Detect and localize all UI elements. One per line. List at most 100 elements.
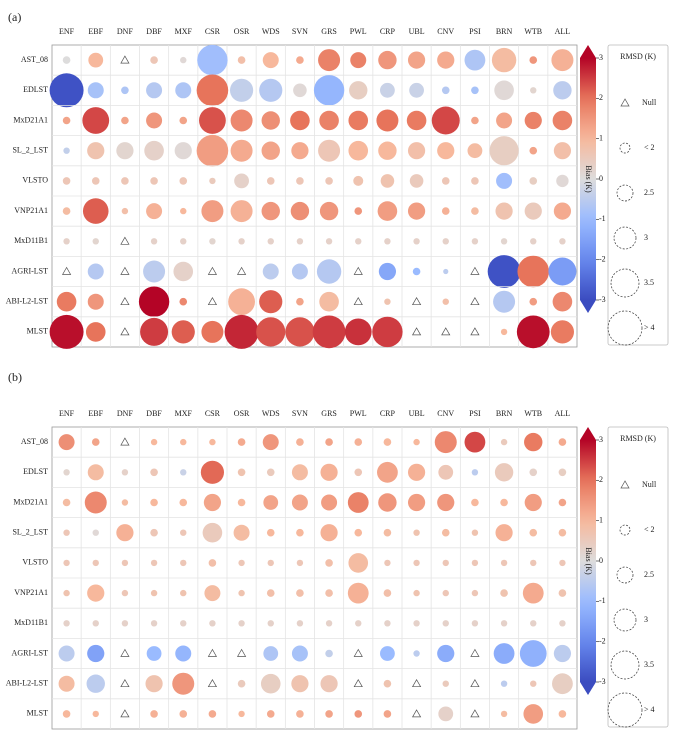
bubble: [378, 50, 397, 70]
bubble: [175, 82, 192, 99]
bubble: [204, 585, 221, 602]
bubble: [121, 116, 129, 125]
bubble: [493, 290, 516, 313]
legend-label: 3: [644, 615, 648, 624]
bubble: [550, 320, 575, 344]
bubble: [87, 82, 104, 99]
bubble: [267, 238, 274, 245]
legend-bubble: [613, 608, 637, 632]
bubble: [180, 238, 187, 245]
bubble: [380, 82, 395, 98]
colorbar-tick-label: 3: [599, 53, 603, 62]
bubble: [347, 492, 369, 513]
bubble: [92, 710, 99, 718]
bubble: [91, 177, 100, 185]
column-label: BRN: [496, 409, 513, 418]
column-label: GRS: [321, 27, 337, 36]
null-marker: [120, 709, 130, 718]
bubble: [380, 646, 395, 661]
legend-bubble: [613, 226, 637, 250]
bubble: [321, 494, 338, 511]
bubble: [559, 620, 566, 627]
bubble: [179, 297, 188, 306]
bubble: [146, 112, 163, 129]
bubble: [434, 431, 457, 454]
bubble: [262, 263, 279, 280]
bubble: [407, 51, 426, 69]
legend-title: RMSD (K): [620, 52, 656, 61]
bubble: [413, 650, 420, 657]
column-label: SVN: [292, 409, 308, 418]
column-label: MXF: [175, 409, 193, 418]
bubble: [291, 464, 308, 481]
column-label: WDS: [262, 409, 280, 418]
bubble: [437, 493, 455, 512]
colorbar-label: Bias (K): [584, 547, 593, 575]
null-marker: [207, 648, 218, 657]
bubble: [262, 52, 279, 69]
bubble: [63, 620, 70, 627]
bubble: [180, 620, 187, 627]
bubble: [493, 643, 515, 664]
bubble: [121, 177, 129, 185]
bubble: [62, 498, 71, 507]
bubble: [516, 315, 550, 349]
bubble: [495, 524, 513, 542]
bubble: [378, 141, 397, 160]
bubble: [355, 620, 362, 627]
bubble: [91, 438, 100, 446]
column-label: CRP: [380, 409, 396, 418]
bubble: [496, 112, 513, 129]
bubble: [471, 116, 479, 125]
bubble: [495, 202, 513, 220]
legend-null-marker: [620, 98, 630, 107]
bubble: [551, 49, 574, 72]
bubble: [259, 78, 283, 102]
bubble: [291, 263, 308, 280]
bubble: [407, 202, 426, 220]
bubble: [237, 679, 246, 688]
bubble: [179, 116, 188, 125]
legend-frame: [607, 426, 669, 728]
bubble: [471, 498, 479, 507]
bubble: [383, 438, 392, 446]
bubble: [376, 109, 399, 132]
null-marker: [120, 296, 130, 306]
bubble: [471, 589, 479, 597]
bubble: [312, 315, 346, 349]
bubble: [348, 140, 369, 161]
legend-bubble: [619, 142, 631, 154]
bubble: [529, 297, 538, 306]
bubble: [384, 298, 391, 305]
legend-bubble: [610, 650, 640, 680]
bubble: [291, 142, 309, 160]
bubble: [500, 438, 508, 446]
bubble: [266, 177, 275, 185]
bubble: [180, 559, 187, 567]
colorbar-tick-label: -1: [599, 596, 606, 605]
legend-label: 3.5: [644, 278, 654, 287]
null-marker: [120, 327, 130, 336]
null-marker: [441, 327, 451, 336]
column-label: ENF: [59, 409, 75, 418]
bubble: [256, 317, 286, 347]
bubble: [471, 620, 479, 627]
row-label: MxD21A1: [13, 115, 48, 124]
bubble: [349, 81, 368, 100]
null-marker: [120, 648, 130, 657]
null-marker: [470, 266, 480, 275]
legend-bubble: [616, 184, 634, 202]
bubble: [173, 261, 194, 282]
null-marker: [411, 296, 422, 306]
colorbar-arrow: [580, 300, 596, 313]
null-marker: [353, 296, 363, 306]
bubble: [409, 82, 424, 98]
bubble: [556, 174, 569, 188]
row-label: AST_08: [21, 55, 48, 64]
colorbar-arrow: [580, 427, 596, 440]
bubble: [354, 468, 363, 477]
bubble: [530, 680, 537, 687]
bubble: [437, 142, 455, 160]
bubble: [350, 52, 367, 69]
